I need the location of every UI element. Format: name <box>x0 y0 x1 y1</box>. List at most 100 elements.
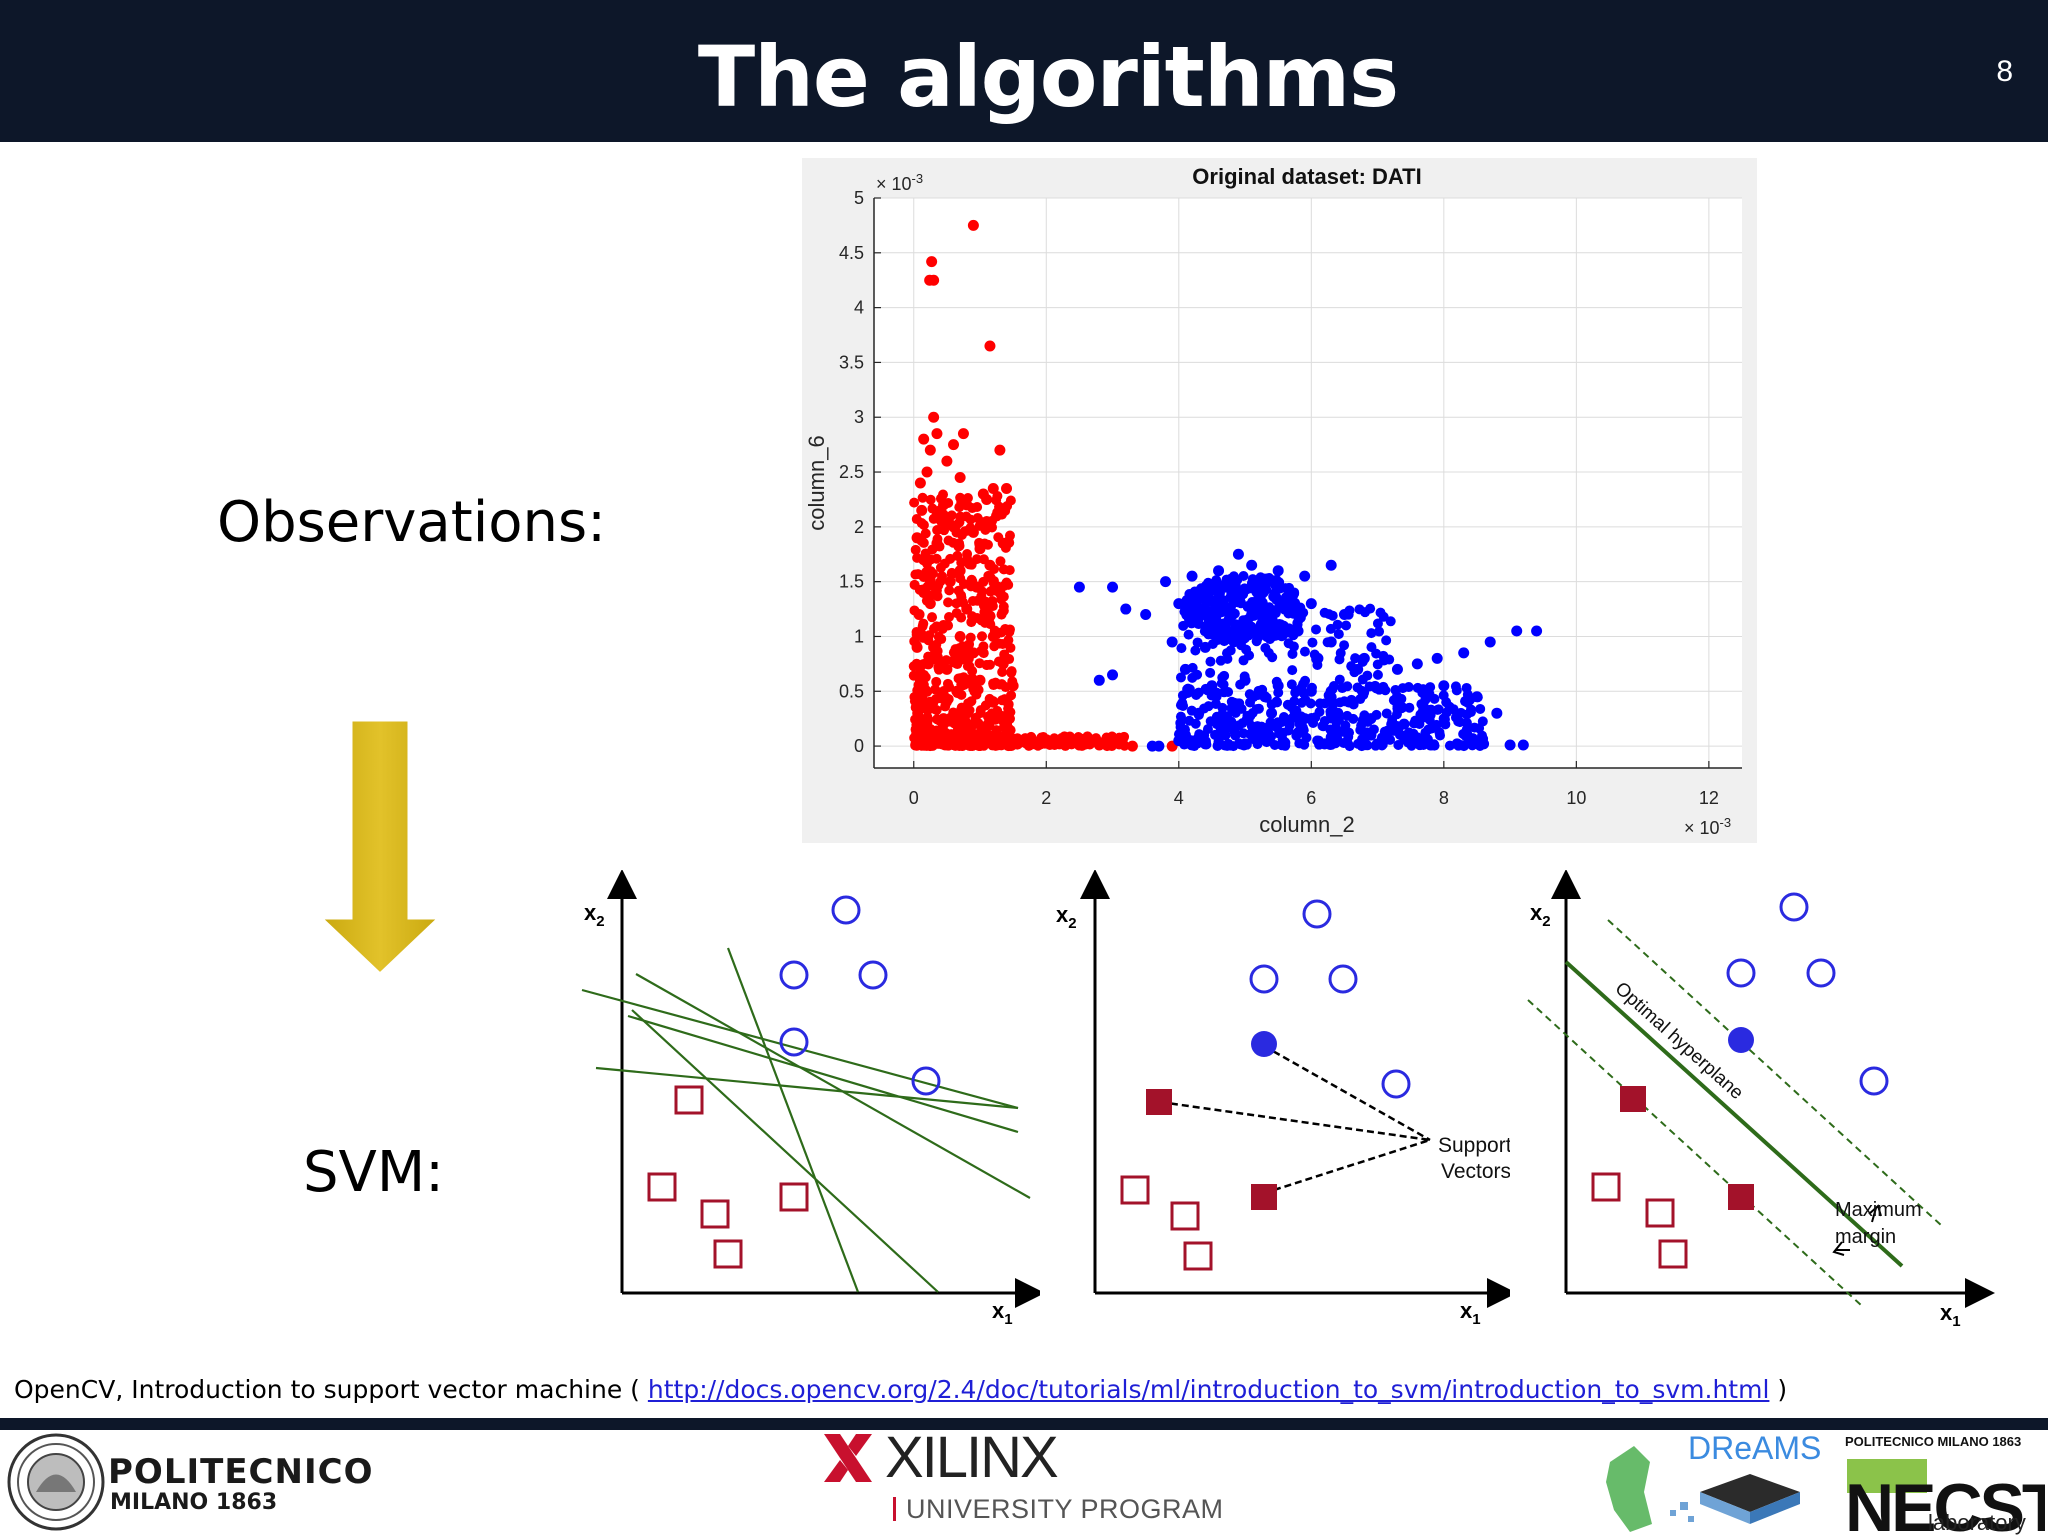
class-red-point <box>1003 536 1014 547</box>
class-blue-point <box>1284 600 1295 611</box>
class-red-point <box>943 498 954 509</box>
class-blue-point <box>1229 608 1240 619</box>
x-exponent-label: × 10-3 <box>1684 815 1731 838</box>
class-blue-point <box>1464 737 1475 748</box>
class-blue-point <box>1325 709 1336 720</box>
class-red-point <box>914 477 926 489</box>
class-red-point <box>976 591 987 602</box>
class-blue-point <box>1107 581 1119 593</box>
class-blue-point <box>1232 548 1244 560</box>
x-tick-label: 8 <box>1439 788 1449 808</box>
class-red-point <box>1004 624 1015 635</box>
class-red-point <box>924 630 935 641</box>
class-blue-point <box>1458 647 1470 659</box>
class-red-point <box>918 433 930 445</box>
support-vector-circle <box>1728 1027 1754 1053</box>
class-blue-point <box>1175 722 1186 733</box>
class-blue-point <box>1238 570 1249 581</box>
class-blue-point <box>1228 637 1239 648</box>
class-blue-point <box>1390 684 1401 695</box>
class-red-point <box>971 683 982 694</box>
class-red-point <box>967 576 978 587</box>
class-blue-point <box>1120 603 1132 615</box>
class-blue-point <box>1193 618 1204 629</box>
class-red-point <box>925 494 936 505</box>
x2-label: x2 <box>1530 900 1551 930</box>
x-tick-label: 2 <box>1041 788 1051 808</box>
class-blue-point <box>1235 679 1246 690</box>
x2-label: x2 <box>1056 902 1077 932</box>
class-blue-point <box>1215 722 1226 733</box>
class-red-point <box>1006 666 1017 677</box>
class-red-point <box>1003 698 1014 709</box>
class-blue-point <box>1140 609 1152 621</box>
class-blue-point <box>1257 684 1268 695</box>
class-blue-point <box>1073 581 1085 593</box>
class-red-point <box>943 597 954 608</box>
class-red-point <box>932 646 943 657</box>
class-red-point <box>948 647 959 658</box>
class-red-point <box>987 515 998 526</box>
class-blue-point <box>1392 722 1403 733</box>
class-red-point <box>957 680 968 691</box>
class-blue-point <box>1228 741 1239 752</box>
class-blue-point <box>1350 664 1361 675</box>
class-blue-point <box>1107 669 1119 681</box>
x2-label: x2 <box>584 900 605 930</box>
slide-number: 8 <box>1996 55 2013 88</box>
class-red-point <box>1001 577 1012 588</box>
dreams-name: DReAMS <box>1688 1430 1822 1466</box>
class-blue-point <box>1344 741 1355 752</box>
class-blue-point <box>1285 588 1296 599</box>
necst-top: POLITECNICO MILANO 1863 <box>1845 1434 2022 1449</box>
class-blue-point <box>1286 679 1297 690</box>
chart-title: Original dataset: DATI <box>1192 164 1421 189</box>
class-red-point <box>947 733 958 744</box>
class-red-point <box>1000 505 1011 516</box>
class-red-point <box>954 517 965 528</box>
class-red-point <box>985 610 996 621</box>
class-blue-point <box>1261 735 1272 746</box>
class-blue-point <box>1273 728 1284 739</box>
margin-lines <box>1527 919 1943 1307</box>
polimi-sub: MILANO 1863 <box>110 1490 278 1515</box>
class-blue-point <box>1323 609 1334 620</box>
class-red-point <box>1000 682 1011 693</box>
class-red-point <box>962 548 973 559</box>
class-blue-point <box>1160 576 1172 588</box>
xilinx-logo-icon <box>824 1434 872 1482</box>
class-blue-point <box>1213 565 1225 577</box>
class-red-point <box>996 609 1007 620</box>
class-blue-point <box>1179 606 1190 617</box>
support-vector-pointers <box>1159 1044 1431 1192</box>
class-blue-point <box>1293 726 1304 737</box>
necst-name: NECST <box>1845 1470 2045 1535</box>
class-blue-point <box>1339 640 1350 651</box>
class-red-point <box>994 444 1006 456</box>
class-red-point <box>993 532 1004 543</box>
citation-link[interactable]: http://docs.opencv.org/2.4/doc/tutorials… <box>647 1375 1770 1404</box>
class-red-point <box>944 585 955 596</box>
blue-series <box>1073 548 1543 752</box>
class-red-point <box>985 619 996 630</box>
svm-figure-candidate-lines: x2 x1 <box>581 870 1040 1328</box>
class-red-point <box>969 675 980 686</box>
y-exponent-label: × 10-3 <box>876 171 923 194</box>
class-blue-point <box>1431 719 1442 730</box>
class-blue-point <box>1355 694 1366 705</box>
class-red-point <box>921 595 932 606</box>
class-red-point <box>910 696 921 707</box>
class-red-point <box>965 514 976 525</box>
class-red-point <box>932 591 943 602</box>
class-blue-point <box>1192 637 1203 648</box>
scatter-plot: 0 2 4 6 8 10 12 0 0.5 1 1.5 2 2.5 3 3.5 4 4.5 5 Original… <box>804 164 1742 838</box>
class-blue-point <box>1178 700 1189 711</box>
class-red-point <box>1126 740 1138 752</box>
class-red-point <box>954 630 966 642</box>
class-blue-point <box>1225 645 1236 656</box>
class-red-point <box>1073 739 1084 750</box>
class-blue-point <box>1342 710 1353 721</box>
class-blue-point <box>1375 607 1386 618</box>
class-blue-point <box>1450 712 1461 723</box>
class-blue-point <box>1190 645 1201 656</box>
